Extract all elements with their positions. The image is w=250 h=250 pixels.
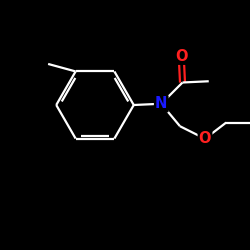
Text: O: O <box>199 131 211 146</box>
Text: O: O <box>175 49 188 64</box>
Text: N: N <box>155 96 168 111</box>
